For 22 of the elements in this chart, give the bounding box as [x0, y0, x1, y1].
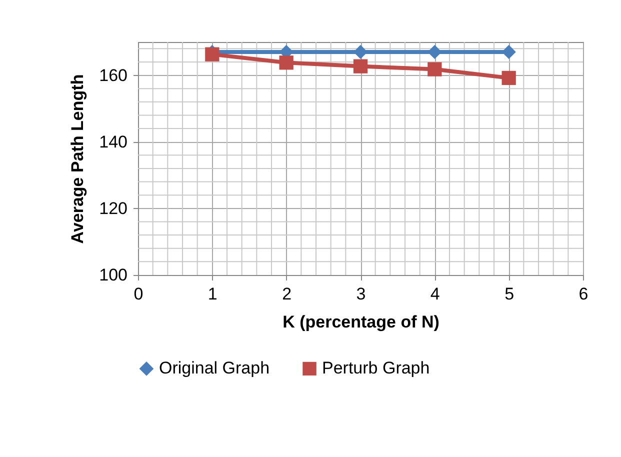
y-tick-label: 100 [99, 266, 128, 284]
point [353, 59, 368, 74]
legend-label: Original Graph [159, 358, 270, 378]
x-tick-label: 0 [134, 284, 144, 304]
x-tick-label: 2 [282, 284, 292, 304]
point [502, 44, 516, 60]
point [502, 70, 516, 86]
x-tick-label: 5 [504, 284, 514, 304]
point [428, 62, 442, 76]
point [279, 56, 294, 70]
x-tick-label: 6 [578, 284, 588, 304]
point [205, 47, 220, 62]
y-axis-title: Average Path Length [68, 74, 88, 244]
legend-label: Perturb Graph [322, 358, 430, 378]
x-tick-label: 4 [430, 284, 440, 304]
x-tick-label: 1 [208, 284, 218, 304]
point [428, 44, 442, 60]
x-tick-label: 3 [356, 284, 366, 304]
y-tick-label: 160 [99, 66, 128, 85]
x-axis-title: K (percentage of N) [282, 312, 440, 332]
y-tick-label: 140 [99, 132, 128, 152]
y-tick-label: 120 [99, 198, 128, 218]
